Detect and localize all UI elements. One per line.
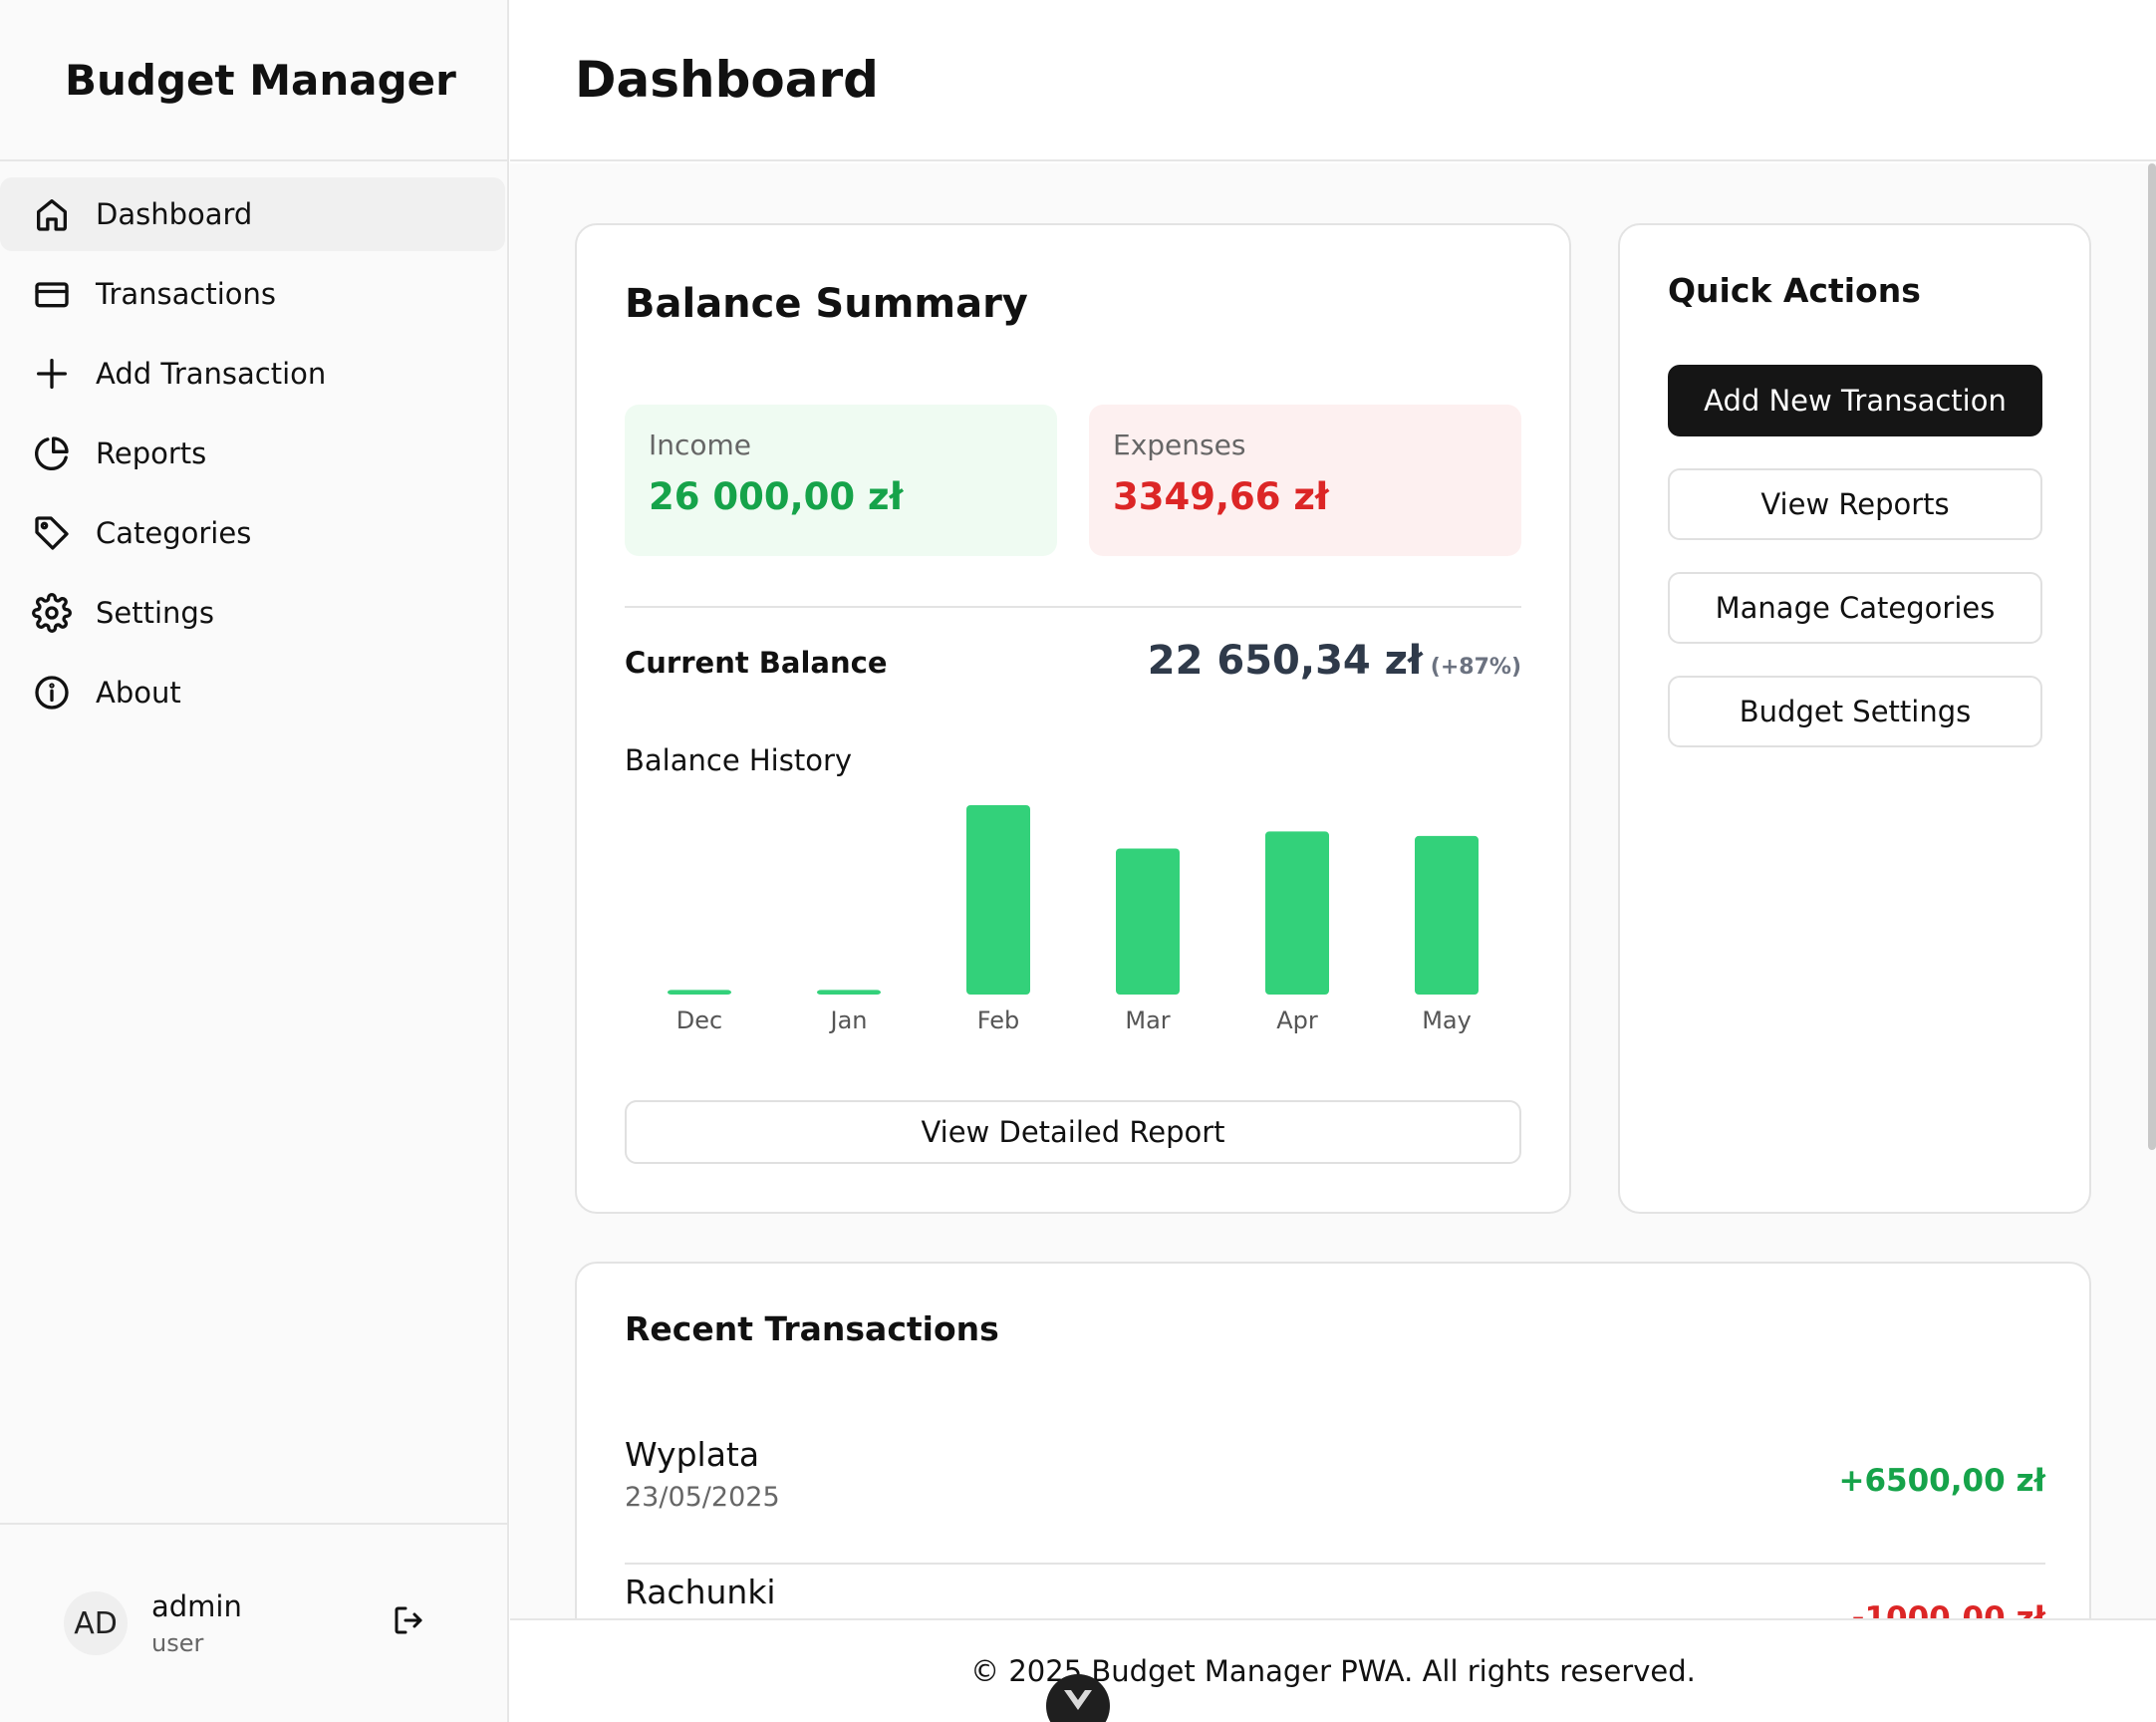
current-balance-change: (+87%) xyxy=(1430,655,1521,680)
expenses-label: Expenses xyxy=(1113,429,1246,461)
tick-label-jan: Jan xyxy=(829,1006,868,1034)
user-panel: AD admin user xyxy=(0,1523,507,1722)
divider xyxy=(625,606,1521,608)
home-icon xyxy=(30,192,74,236)
income-label: Income xyxy=(649,429,752,461)
budget-settings-button[interactable]: Budget Settings xyxy=(1668,676,2042,747)
sidebar-item-label: Categories xyxy=(96,516,252,550)
transaction-name: Wyplata xyxy=(625,1435,760,1474)
logout-icon xyxy=(391,1606,426,1642)
income-stat: Income 26 000,00 zł xyxy=(625,405,1057,556)
sidebar-item-label: Settings xyxy=(96,596,214,630)
expenses-value: 3349,66 zł xyxy=(1113,475,1329,518)
sidebar-item-dashboard[interactable]: Dashboard xyxy=(0,177,505,251)
add-new-transaction-button[interactable]: Add New Transaction xyxy=(1668,365,2042,436)
tag-icon xyxy=(30,511,74,555)
bar-may xyxy=(1415,835,1479,995)
transaction-row[interactable]: Wyplata 23/05/2025 +6500,00 zł xyxy=(625,1435,2045,1513)
current-balance: 22 650,34 zł (+87%) xyxy=(1148,638,1521,684)
user-name: admin xyxy=(151,1589,242,1623)
avatar: AD xyxy=(64,1591,128,1655)
footer: © 2025 Budget Manager PWA. All rights re… xyxy=(510,1618,2156,1722)
view-reports-button[interactable]: View Reports xyxy=(1668,468,2042,540)
chevron-down-icon xyxy=(1064,1690,1092,1710)
quick-actions-card: Quick Actions Add New Transaction View R… xyxy=(1618,223,2091,1214)
floating-vue-devtools-button[interactable] xyxy=(1046,1674,1110,1722)
current-balance-value: 22 650,34 zł xyxy=(1147,638,1423,684)
bar-jan xyxy=(817,990,881,995)
bar-feb xyxy=(966,805,1030,995)
balance-history-label: Balance History xyxy=(625,743,853,777)
user-meta: admin user xyxy=(151,1589,242,1657)
sidebar-item-categories[interactable]: Categories xyxy=(0,496,505,570)
transaction-name: Rachunki xyxy=(625,1573,776,1611)
current-balance-label: Current Balance xyxy=(625,646,888,680)
expenses-stat: Expenses 3349,66 zł xyxy=(1089,405,1521,556)
sidebar-item-add-transaction[interactable]: Add Transaction xyxy=(0,337,505,411)
credit-card-icon xyxy=(30,272,74,316)
tick-label-dec: Dec xyxy=(676,1006,722,1034)
tick-label-feb: Feb xyxy=(977,1006,1020,1034)
transaction-divider xyxy=(625,1563,2045,1565)
pie-chart-icon xyxy=(30,431,74,475)
recent-transactions-title: Recent Transactions xyxy=(625,1309,999,1348)
plus-icon xyxy=(30,352,74,396)
quick-actions-title: Quick Actions xyxy=(1668,271,1921,310)
balance-history-svg: Dec Jan Feb Mar Apr May xyxy=(668,805,1479,1034)
sidebar-item-label: About xyxy=(96,676,181,710)
page-title: Dashboard xyxy=(575,51,879,109)
sidebar-item-about[interactable]: About xyxy=(0,656,505,729)
bar-dec xyxy=(668,990,731,995)
income-value: 26 000,00 zł xyxy=(649,475,904,518)
sidebar-item-label: Add Transaction xyxy=(96,357,327,391)
sidebar: Budget Manager Dashboard Transactions Ad… xyxy=(0,0,509,1722)
main-content: Balance Summary Income 26 000,00 zł Expe… xyxy=(510,163,2156,1618)
app-title: Budget Manager xyxy=(0,0,507,161)
bar-apr xyxy=(1265,831,1329,995)
tick-label-mar: Mar xyxy=(1125,1006,1170,1034)
tick-label-may: May xyxy=(1422,1006,1472,1034)
sidebar-item-reports[interactable]: Reports xyxy=(0,417,505,490)
tick-label-apr: Apr xyxy=(1276,1006,1318,1034)
sidebar-item-label: Transactions xyxy=(96,277,277,311)
recent-transactions-card: Recent Transactions Wyplata 23/05/2025 +… xyxy=(575,1262,2091,1618)
bar-mar xyxy=(1116,848,1180,995)
info-icon xyxy=(30,671,74,715)
transaction-row[interactable]: Rachunki -1000,00 zł xyxy=(625,1573,2045,1618)
balance-summary-card: Balance Summary Income 26 000,00 zł Expe… xyxy=(575,223,1571,1214)
sidebar-item-label: Dashboard xyxy=(96,197,253,231)
view-detailed-report-button[interactable]: View Detailed Report xyxy=(625,1100,1521,1164)
sidebar-item-label: Reports xyxy=(96,436,207,470)
manage-categories-button[interactable]: Manage Categories xyxy=(1668,572,2042,644)
scrollbar[interactable] xyxy=(2148,163,2156,1150)
sidebar-item-transactions[interactable]: Transactions xyxy=(0,257,505,331)
transaction-amount: -1000,00 zł xyxy=(1851,1600,2045,1618)
sidebar-nav: Dashboard Transactions Add Transaction R… xyxy=(0,161,507,729)
transaction-amount: +6500,00 zł xyxy=(1838,1463,2045,1499)
balance-history-chart: Dec Jan Feb Mar Apr May xyxy=(625,793,1521,1062)
logout-button[interactable] xyxy=(391,1602,434,1646)
page-header: Dashboard xyxy=(510,0,2156,161)
user-role: user xyxy=(151,1629,204,1657)
sidebar-item-settings[interactable]: Settings xyxy=(0,576,505,650)
balance-summary-title: Balance Summary xyxy=(625,281,1028,327)
transaction-date: 23/05/2025 xyxy=(625,1482,780,1513)
gear-icon xyxy=(30,591,74,635)
